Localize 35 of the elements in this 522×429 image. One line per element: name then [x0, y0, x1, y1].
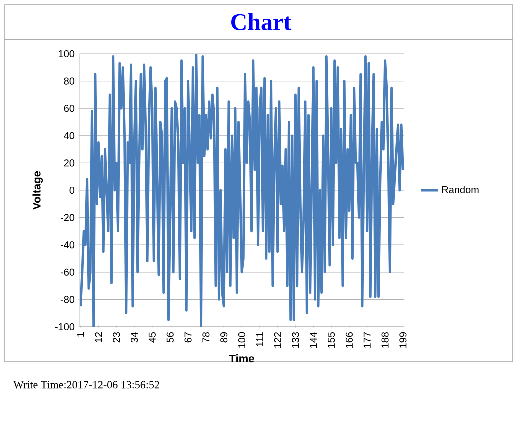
y-tick-label: 100 — [59, 50, 75, 58]
y-tick-label: -20 — [60, 214, 75, 222]
x-tick-label: 34 — [131, 332, 138, 343]
x-tick-label: 67 — [184, 332, 192, 343]
x-tick-label: 23 — [113, 332, 120, 343]
y-tick-label: -100 — [55, 323, 75, 331]
x-tick-label: 100 — [238, 332, 246, 348]
y-tick-label: 80 — [64, 78, 75, 85]
y-tick-label: 0 — [70, 186, 75, 194]
y-tick-label: 40 — [64, 132, 75, 140]
text: Write Time:2017-12-06 13:56:52 — [14, 381, 160, 389]
x-tick-label: 56 — [166, 332, 174, 343]
y-tick-label: -40 — [60, 242, 75, 249]
x-tick-label: 166 — [346, 332, 353, 348]
y-tick-label: 60 — [64, 105, 75, 112]
x-axis-title: Time — [229, 354, 254, 363]
x-tick-label: 111 — [256, 332, 264, 346]
chart-title: Chart — [232, 14, 292, 30]
x-tick-label: 89 — [220, 332, 228, 343]
y-tick-label: -80 — [60, 296, 75, 304]
x-tick-label: 177 — [364, 332, 371, 348]
x-tick-label: 133 — [292, 332, 300, 348]
y-tick-label: -60 — [60, 268, 75, 276]
x-tick-label: 188 — [382, 332, 389, 348]
x-tick-label: 45 — [148, 332, 156, 343]
x-tick-label: 78 — [202, 332, 210, 343]
x-tick-label: 199 — [400, 332, 407, 348]
x-tick-label: 122 — [274, 332, 282, 348]
y-tick-label: 20 — [64, 160, 75, 167]
x-tick-label: 1 — [77, 332, 84, 337]
y-axis-title: Voltage — [32, 171, 44, 210]
x-tick-label: 155 — [328, 332, 336, 348]
x-tick-label: 144 — [310, 332, 318, 348]
x-tick-label: 12 — [95, 332, 102, 342]
legend-label: Random — [442, 186, 479, 194]
